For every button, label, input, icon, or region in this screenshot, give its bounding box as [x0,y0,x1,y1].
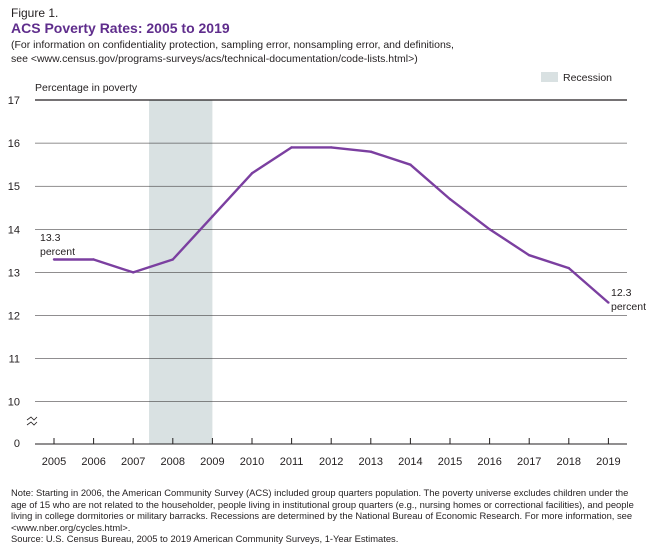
y-tick-16: 16 [8,138,20,150]
x-tick-2019: 2019 [596,456,620,468]
data-point-2019 [607,301,610,304]
y-tick-13: 13 [8,267,20,279]
x-tick-2016: 2016 [477,456,501,468]
annotation-2005-line-0: 13.3 [40,232,61,244]
data-point-2016 [488,228,491,231]
x-tick-2015: 2015 [438,456,462,468]
subtitle-line-1: (For information on confidentiality prot… [11,39,454,51]
x-tick-2007: 2007 [121,456,145,468]
chart-note: Note: Starting in 2006, the American Com… [11,487,634,533]
data-point-2005 [52,258,56,261]
series-line-0 [54,146,610,304]
data-point-2014 [409,163,412,166]
recession-band-0 [149,100,213,444]
x-tick-2017: 2017 [517,456,541,468]
data-point-2008 [171,258,174,261]
y-tick-10: 10 [8,397,20,409]
data-point-2015 [448,197,452,201]
data-point-2012 [330,146,333,149]
legend-swatch-recession [541,72,558,82]
x-tick-2008: 2008 [161,456,185,468]
x-tick-2012: 2012 [319,456,343,468]
data-point-2006 [92,258,95,261]
data-point-2007 [132,271,135,274]
chart-source: Source: U.S. Census Bureau, 2005 to 2019… [11,533,399,544]
y-axis-label: Percentage in poverty [35,82,138,94]
axis-break-mark [26,416,38,426]
data-point-2013 [369,150,372,153]
x-tick-2011: 2011 [280,456,304,468]
y-tick-17: 17 [8,95,20,107]
data-point-2009 [211,215,214,218]
figure-label: Figure 1. [11,6,59,20]
data-point-2011 [290,146,293,149]
y-tick-12: 12 [8,311,20,323]
x-tick-2009: 2009 [200,456,224,468]
y-tick-0: 0 [14,438,20,450]
chart-title: ACS Poverty Rates: 2005 to 2019 [11,20,230,36]
data-point-2010 [250,172,254,175]
x-tick-2006: 2006 [81,456,105,468]
data-point-2017 [528,253,531,257]
x-tick-2013: 2013 [359,456,383,468]
annotation-2019-line-0: 12.3 [611,287,632,299]
x-tick-2010: 2010 [240,456,264,468]
x-tick-2014: 2014 [398,456,422,468]
data-point-2018 [567,266,570,270]
subtitle-line-2: see <www.census.gov/programs-surveys/acs… [11,53,418,65]
annotation-2005-line-1: percent [40,246,75,258]
y-tick-11: 11 [9,354,20,366]
x-tick-2005: 2005 [42,456,66,468]
chart-subtitle: (For information on confidentiality prot… [11,38,651,66]
annotation-2019-line-1: percent [611,301,646,313]
legend-label-recession: Recession [563,72,612,84]
y-tick-15: 15 [8,181,20,193]
x-tick-2018: 2018 [557,456,581,468]
y-tick-14: 14 [8,224,20,236]
poverty-line-chart: Recession Percentage in poverty 0 10 11 12 13 1… [8,72,646,468]
